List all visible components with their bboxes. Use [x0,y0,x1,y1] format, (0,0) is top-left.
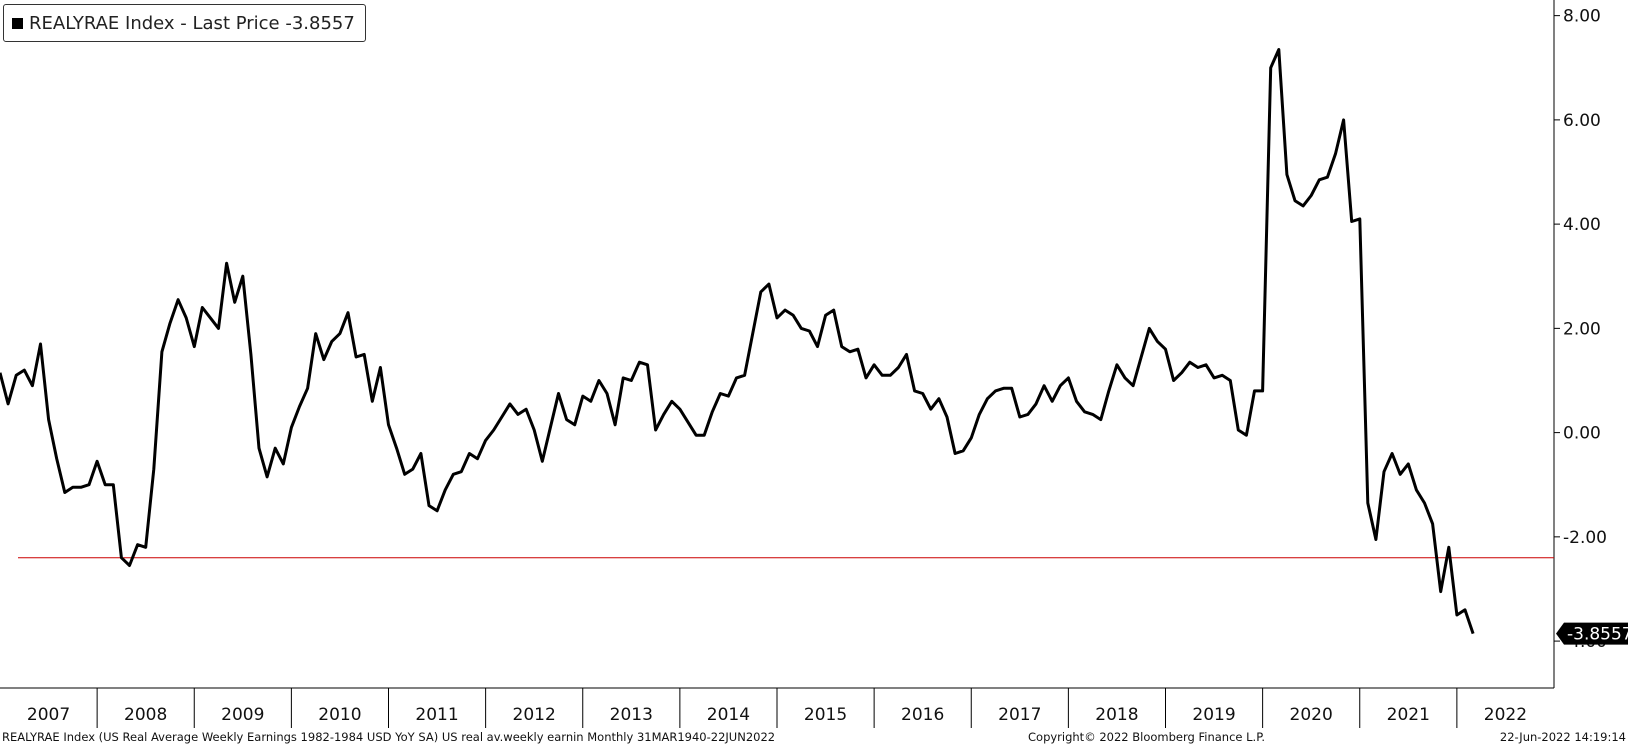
x-tick-label: 2016 [901,705,944,725]
x-tick-label: 2008 [124,705,167,725]
legend: REALYRAE Index - Last Price -3.8557 [3,4,366,42]
series-line [0,48,1475,635]
legend-swatch-icon [12,17,23,29]
x-tick-label: 2022 [1484,705,1527,725]
x-tick-label: 2020 [1290,705,1333,725]
y-tick-label: 4.00 [1563,215,1601,235]
x-tick-label: 2014 [707,705,750,725]
x-tick-label: 2012 [513,705,556,725]
x-tick-label: 2021 [1387,705,1430,725]
last-value-label: -3.8557 [1567,625,1630,645]
footer-timestamp: 22-Jun-2022 14:19:14 [1499,730,1626,744]
x-tick-label: 2007 [27,705,70,725]
y-tick-label: 8.00 [1563,7,1601,27]
y-tick-label: 2.00 [1563,319,1601,339]
x-tick-label: 2019 [1192,705,1235,725]
last-value-badge-shape [1556,622,1628,645]
x-tick-label: 2017 [998,705,1041,725]
y-tick-label: 0.00 [1563,424,1601,444]
y-tick-label: 6.00 [1563,111,1601,131]
y-tick-label: -2.00 [1563,528,1607,548]
x-tick-label: 2011 [415,705,458,725]
x-tick-label: 2010 [318,705,361,725]
legend-label: REALYRAE Index - Last Price -3.8557 [29,12,355,34]
footer-description: REALYRAE Index (US Real Average Weekly E… [2,730,776,744]
footer-copyright: Copyright© 2022 Bloomberg Finance L.P. [1028,730,1265,744]
x-tick-label: 2015 [804,705,847,725]
last-value-badge: -3.8557 [1556,622,1630,645]
x-tick-label: 2009 [221,705,264,725]
x-tick-label: 2013 [610,705,653,725]
x-tick-label: 2018 [1095,705,1138,725]
